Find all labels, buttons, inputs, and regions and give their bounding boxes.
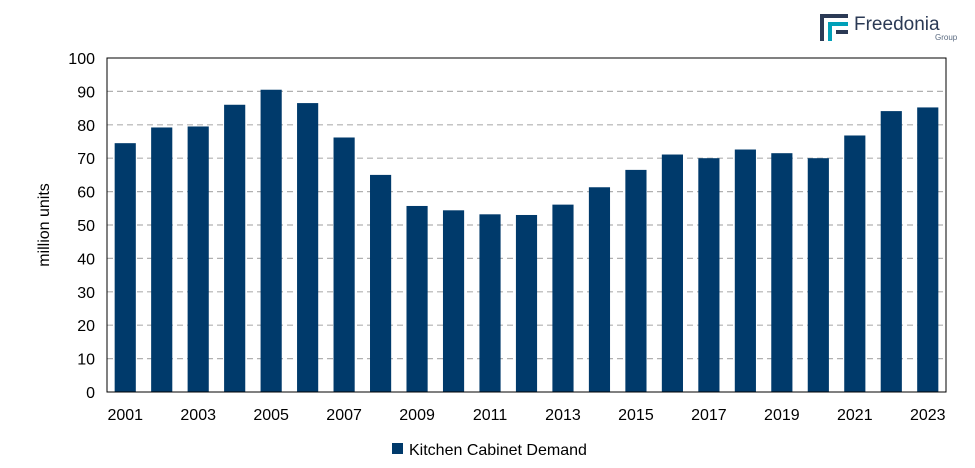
bar-2018 — [734, 149, 756, 392]
x-tick-label: 2017 — [691, 407, 727, 424]
bar-2001 — [114, 143, 136, 392]
bar-2013 — [552, 204, 574, 392]
x-tick-label: 2007 — [326, 407, 362, 424]
bar-2019 — [771, 153, 793, 392]
y-tick-label: 0 — [86, 385, 95, 402]
bar-2021 — [844, 135, 866, 392]
x-axis-ticks: 2001 2003 2005 2007 2009 2011 2013 2015 2017 2019… — [107, 407, 945, 424]
bar-2003 — [187, 126, 209, 392]
bar-2022 — [880, 111, 902, 392]
y-tick-label: 10 — [77, 352, 95, 369]
plot-frame — [106, 57, 947, 393]
bar-2012 — [515, 214, 538, 392]
bar-2010 — [442, 210, 465, 392]
x-tick-label: 2011 — [473, 407, 508, 424]
bar-2020 — [807, 158, 829, 392]
x-tick-label: 2019 — [764, 407, 800, 424]
x-tick-label: 2013 — [545, 407, 581, 424]
y-tick-label: 60 — [77, 185, 95, 202]
bar-2011 — [479, 214, 501, 392]
bar-2014 — [588, 187, 611, 392]
bar-2007 — [333, 137, 355, 392]
x-tick-label: 2005 — [253, 407, 289, 424]
y-axis-label: million units — [36, 183, 53, 267]
bar-2004 — [224, 104, 246, 392]
y-tick-label: 90 — [77, 84, 95, 101]
bar-2016 — [661, 154, 683, 392]
x-tick-label: 2021 — [837, 407, 873, 424]
bar-2023 — [917, 107, 939, 392]
legend-label: Kitchen Cabinet Demand — [409, 442, 587, 459]
legend-swatch — [392, 443, 403, 454]
bar-2002 — [151, 127, 173, 393]
freedonia-logo-icon — [820, 14, 848, 41]
y-tick-label: 20 — [77, 318, 95, 335]
y-tick-label: 50 — [77, 218, 95, 235]
y-tick-label: 100 — [68, 51, 95, 68]
x-tick-label: 2001 — [107, 407, 143, 424]
bar-2008 — [370, 174, 392, 392]
y-tick-label: 80 — [77, 118, 95, 135]
y-axis-ticks: 0 10 20 30 40 50 60 70 80 90 100 — [68, 51, 95, 402]
y-tick-label: 40 — [77, 251, 95, 268]
bar-2017 — [698, 158, 720, 392]
bars — [114, 89, 939, 393]
x-tick-label: 2023 — [910, 407, 946, 424]
freedonia-logo: Freedonia Group — [820, 14, 958, 42]
logo-name: Freedonia — [854, 14, 940, 35]
logo-sub: Group — [935, 33, 958, 42]
bar-2006 — [297, 103, 319, 392]
x-tick-label: 2009 — [399, 407, 435, 424]
x-tick-label: 2003 — [180, 407, 216, 424]
legend: Kitchen Cabinet Demand — [392, 442, 587, 459]
x-tick-label: 2015 — [618, 407, 654, 424]
bar-2005 — [260, 89, 282, 392]
y-tick-label: 70 — [77, 151, 95, 168]
bar-2009 — [406, 205, 428, 392]
bar-2015 — [625, 169, 647, 392]
y-tick-label: 30 — [77, 285, 95, 302]
